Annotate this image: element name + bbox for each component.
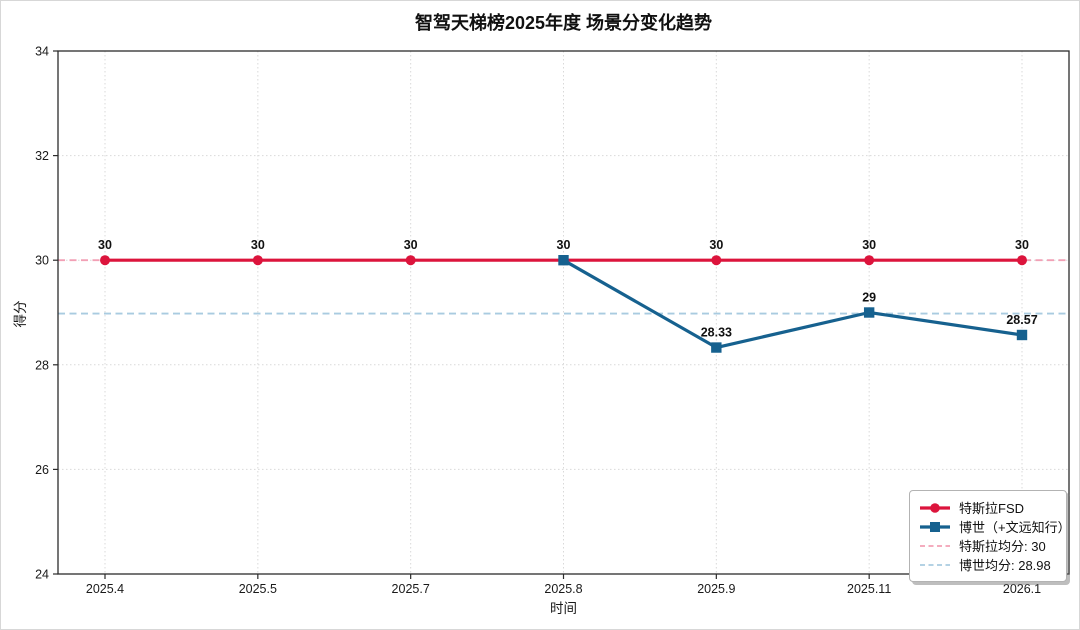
- data-point: [405, 255, 416, 266]
- svg-text:28.33: 28.33: [701, 326, 732, 340]
- x-axis-label: 时间: [550, 601, 577, 616]
- data-point: [863, 307, 875, 318]
- legend-label: 特斯拉均分: 30: [959, 539, 1046, 554]
- data-point: [711, 342, 722, 353]
- legend-label: 博世（+文远知行）: [959, 520, 1071, 535]
- series-1-line: [558, 255, 1028, 353]
- chart-title: 智驾天梯榜2025年度 场景分变化趋势: [414, 13, 713, 33]
- legend-item-tesla-mean: 特斯拉均分: 30: [919, 536, 1057, 555]
- svg-text:30: 30: [251, 238, 265, 252]
- svg-text:30: 30: [1015, 238, 1029, 252]
- svg-text:29: 29: [862, 291, 876, 305]
- svg-text:30: 30: [35, 254, 49, 268]
- data-point: [100, 255, 110, 266]
- data-point: [558, 255, 569, 266]
- legend-label: 特斯拉FSD: [959, 501, 1025, 516]
- y-axis-label: 得分: [13, 300, 28, 328]
- legend-item-bosch-mean: 博世均分: 28.98: [919, 555, 1057, 574]
- legend-sample-line-icon: [919, 520, 951, 534]
- svg-text:34: 34: [35, 45, 49, 59]
- legend-label: 博世均分: 28.98: [959, 558, 1051, 573]
- svg-text:28.57: 28.57: [1006, 313, 1037, 327]
- svg-text:2025.8: 2025.8: [544, 582, 582, 596]
- svg-text:30: 30: [557, 238, 571, 252]
- legend: 特斯拉FSD 博世（+文远知行） 特斯拉均分: 30 博世均分: 28.98: [909, 490, 1071, 582]
- svg-text:28: 28: [35, 358, 49, 372]
- svg-text:2025.7: 2025.7: [392, 582, 430, 596]
- svg-text:2026.1: 2026.1: [1003, 582, 1041, 596]
- svg-text:2025.9: 2025.9: [697, 582, 735, 596]
- legend-item-bosch: 博世（+文远知行）: [919, 517, 1071, 536]
- svg-text:24: 24: [35, 568, 49, 582]
- data-point: [711, 255, 722, 266]
- data-point: [864, 255, 875, 266]
- legend-sample-dash-icon: [919, 539, 951, 553]
- legend-sample-line-icon: [919, 501, 951, 515]
- svg-text:30: 30: [709, 238, 723, 252]
- svg-text:26: 26: [35, 463, 49, 477]
- svg-text:2025.5: 2025.5: [239, 582, 277, 596]
- legend-item-tesla: 特斯拉FSD: [919, 498, 1057, 517]
- data-point: [1016, 329, 1028, 341]
- legend-sample-dash-icon: [919, 558, 951, 572]
- svg-text:2025.11: 2025.11: [847, 582, 891, 596]
- svg-text:2025.4: 2025.4: [86, 582, 124, 596]
- axis-ticks: 2025.4 2025.5 2025.7 2025.8 2025.9 2025.11 202…: [35, 45, 1041, 597]
- svg-text:30: 30: [98, 238, 112, 252]
- svg-text:30: 30: [862, 238, 876, 252]
- svg-text:32: 32: [35, 149, 49, 163]
- point-labels: 30 30 30 30 30 30 30 28.33 29 28.57: [98, 238, 1038, 339]
- svg-text:30: 30: [404, 238, 418, 252]
- data-point: [252, 255, 263, 266]
- data-point: [1017, 255, 1027, 266]
